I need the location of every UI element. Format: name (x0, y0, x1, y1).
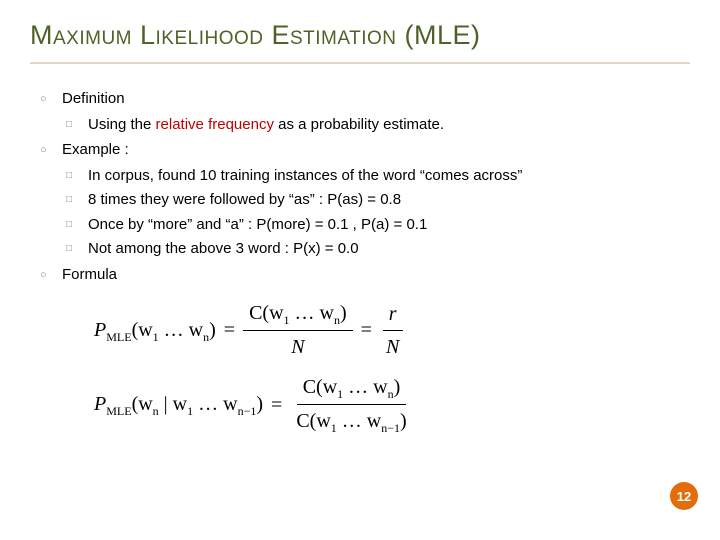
formula-block: PMLE(w1 … wn) = C(w1 … wn) N = r N (90, 298, 690, 437)
page-number: 12 (677, 489, 691, 504)
f2-d-snm1: n−1 (381, 421, 400, 435)
bullet-formula: Formula (40, 264, 690, 287)
f2-cond-mid: … w (193, 393, 237, 415)
f2-cond-bar: | w (159, 393, 187, 415)
f1-mle: MLE (106, 330, 131, 344)
def-sub-pre: Using the (88, 116, 156, 133)
f1-r: r (389, 303, 397, 325)
f1-arg-mid: … w (159, 319, 203, 341)
f1-n-mid: … w (290, 302, 334, 324)
f2-cond-snm1: n−1 (238, 404, 257, 418)
f1-lhs: PMLE(w1 … wn) (90, 315, 220, 346)
f1-d-N: N (291, 336, 304, 358)
f1-N2: N (386, 336, 399, 358)
slide: Maximum Likelihood Estimation (MLE) Defi… (0, 0, 720, 540)
example-sub-1: In corpus, found 10 training instances o… (66, 165, 690, 188)
f1-eq1: = (220, 315, 239, 345)
f2-cond-open: (w (132, 393, 153, 415)
f1-P: P (94, 319, 106, 341)
f2-n-close: ) (394, 376, 401, 398)
f1-frac1-num: C(w1 … wn) (243, 298, 353, 331)
f1-frac2-den: N (380, 331, 405, 362)
f1-arg-open: (w (132, 319, 153, 341)
f2-mle: MLE (106, 404, 131, 418)
f2-eq: = (267, 390, 286, 420)
bullet-definition: Definition (40, 88, 690, 111)
formula-1: PMLE(w1 … wn) = C(w1 … wn) N = r N (90, 298, 690, 362)
example-sub-4: Not among the above 3 word : P(x) = 0.0 (66, 238, 690, 261)
f1-arg-close: ) (209, 319, 216, 341)
page-number-badge: 12 (670, 482, 698, 510)
f2-P: P (94, 393, 106, 415)
page-title: Maximum Likelihood Estimation (MLE) (30, 20, 690, 51)
bullet-example-label: Example : (62, 141, 129, 158)
example-sub-3: Once by “more” and “a” : P(more) = 0.1 ,… (66, 214, 690, 237)
title-divider (30, 62, 690, 64)
f2-frac: C(w1 … wn) C(w1 … wn−1) (290, 372, 412, 437)
f2-lhs: PMLE(wn | w1 … wn−1) (90, 389, 267, 420)
f1-n-close: ) (340, 302, 347, 324)
f2-cond-close: ) (256, 393, 263, 415)
f2-d-mid: … w (337, 410, 381, 432)
f1-frac1-den: N (285, 331, 310, 362)
f2-n-open: C(w (303, 376, 337, 398)
def-sub-post: as a probability estimate. (274, 116, 444, 133)
f1-frac2-num: r (383, 299, 403, 331)
f1-frac1: C(w1 … wn) N (243, 298, 353, 362)
bullet-example: Example : (40, 139, 690, 162)
f1-frac2: r N (380, 299, 405, 362)
f2-n-mid: … w (343, 376, 387, 398)
f2-d-open: C(w (296, 410, 330, 432)
content-area: Definition Using the relative frequency … (40, 85, 690, 447)
bullet-definition-label: Definition (62, 90, 125, 107)
f1-n-open: C(w (249, 302, 283, 324)
def-sub-highlight: relative frequency (156, 116, 274, 133)
f2-num: C(w1 … wn) (297, 372, 407, 405)
bullet-formula-label: Formula (62, 266, 117, 283)
f2-d-close: ) (400, 410, 407, 432)
example-sub-2: 8 times they were followed by “as” : P(a… (66, 189, 690, 212)
formula-2: PMLE(wn | w1 … wn−1) = C(w1 … wn) C(w1 …… (90, 372, 690, 437)
f2-den: C(w1 … wn−1) (290, 405, 412, 437)
f1-eq2: = (357, 315, 376, 345)
bullet-definition-sub: Using the relative frequency as a probab… (66, 114, 690, 137)
